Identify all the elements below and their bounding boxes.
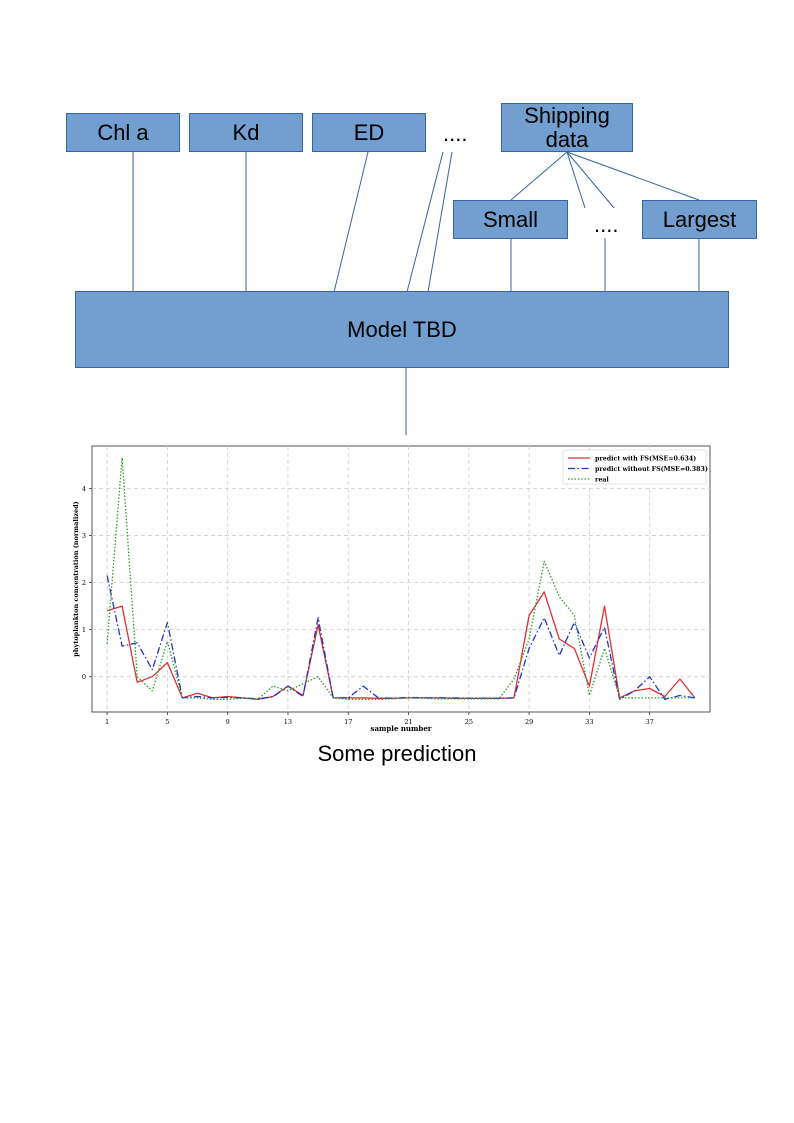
y-tick-label: 3: [82, 532, 86, 540]
input-ellipsis: ....: [443, 121, 468, 146]
x-tick-label: 13: [284, 718, 292, 726]
y-tick-label: 4: [82, 485, 86, 493]
y-tick-label: 0: [82, 673, 86, 681]
x-tick-label: 29: [525, 718, 533, 726]
legend-label: real: [595, 476, 609, 483]
legend-label: predict with FS(MSE=0.634): [595, 455, 696, 462]
series-line-no-fs: [106, 575, 696, 700]
input-ed: ED: [312, 113, 426, 152]
x-tick-label: 37: [646, 718, 654, 726]
legend-frame: [562, 449, 707, 485]
connector-shipping-ellipsis-a: [566, 151, 586, 209]
shipping-small: Small: [453, 200, 568, 239]
x-tick-label: 21: [404, 718, 412, 726]
plot-frame: [91, 445, 711, 713]
legend-label: predict without FS(MSE=0.383): [595, 466, 708, 473]
prediction-chart: 1 5 9 13 17 21 25 29 33 37 0 1 2 3 4 sample number ph…: [72, 445, 711, 733]
y-tick-label: 1: [82, 626, 86, 634]
connector-ellipsis-a: [406, 151, 444, 293]
connector-shipping-ellipsis-b: [566, 151, 615, 209]
connector-ed: [333, 151, 369, 293]
model-box: Model TBD: [75, 291, 729, 368]
input-shipping-data: Shipping data: [501, 103, 633, 152]
x-tick-label: 9: [226, 718, 230, 726]
input-kd: Kd: [189, 113, 303, 152]
connector-ellipsis-b: [427, 151, 453, 293]
x-tick-label: 33: [585, 718, 593, 726]
series-line-real: [106, 457, 695, 700]
connector-shipping-small: [510, 151, 568, 201]
x-tick-label: 25: [465, 718, 473, 726]
y-tick-label: 2: [82, 579, 86, 587]
x-tick-label: 5: [165, 718, 169, 726]
legend: predict with FS(MSE=0.634) predict withou…: [562, 449, 708, 485]
x-tick-label: 1: [105, 718, 109, 726]
figure-caption: Some prediction: [317, 741, 477, 766]
input-chl-a: Chl a: [66, 113, 180, 152]
x-tick-label: 17: [344, 718, 352, 726]
connector-lines: [132, 151, 700, 435]
shipping-ellipsis: ....: [594, 212, 619, 237]
connector-shipping-largest: [566, 151, 700, 201]
shipping-largest: Largest: [642, 200, 757, 239]
x-axis-label: sample number: [371, 724, 432, 733]
y-axis-label: phytoplankton concentration (normalized): [72, 501, 80, 656]
